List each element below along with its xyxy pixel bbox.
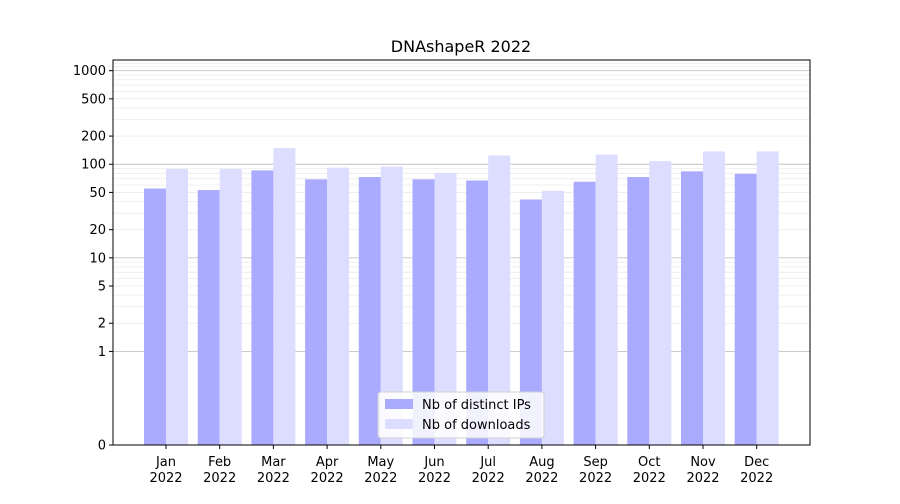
bar-downloads (541, 190, 564, 445)
y-tick-label: 20 (89, 223, 106, 238)
bar-distinct-ips (144, 188, 166, 445)
y-tick-label: 500 (81, 92, 106, 107)
plot-frame (112, 59, 811, 446)
bar-distinct-ips (466, 180, 489, 446)
y-axis: 0 1 2 5 10 20 50 100 200 500 1000 (73, 64, 113, 454)
y-tick-label: 10 (89, 251, 106, 266)
bar-downloads (327, 167, 350, 445)
chart-title: DNAshapeR 2022 (391, 37, 531, 56)
bar-distinct-ips (627, 177, 650, 446)
bar-downloads (273, 148, 296, 445)
y-tick-label: 50 (89, 186, 106, 201)
bars-layer (144, 148, 779, 446)
y-tick-label: 5 (98, 280, 106, 295)
x-tick-label: Dec 2022 (740, 455, 773, 486)
y-tick-label: 100 (81, 158, 106, 173)
x-tick-label: Nov 2022 (686, 455, 719, 486)
y-tick-label: 200 (81, 130, 106, 145)
bar-downloads (649, 161, 672, 445)
x-tick-label: Aug 2022 (525, 455, 558, 486)
x-axis: Jan 2022 Feb 2022 Mar 2022 Apr 2022 May 2022 Jun 20… (149, 445, 773, 486)
legend-swatch (385, 399, 413, 409)
bar-distinct-ips (305, 179, 328, 445)
x-tick-label: Feb 2022 (203, 455, 236, 486)
bar-distinct-ips (358, 177, 381, 446)
x-tick-label: Jun 2022 (418, 455, 451, 486)
x-tick-label: Oct 2022 (633, 455, 666, 486)
bar-downloads (434, 172, 457, 445)
legend-swatch (385, 419, 413, 429)
legend-label: Nb of distinct IPs (422, 398, 531, 413)
x-tick-label: Mar 2022 (257, 455, 290, 486)
x-tick-label: Sep 2022 (579, 455, 612, 486)
y-tick-label: 0 (98, 439, 106, 454)
bar-distinct-ips (573, 181, 596, 446)
legend-box (377, 391, 545, 439)
bar-distinct-ips (519, 199, 542, 445)
bar-downloads (219, 168, 242, 445)
y-tick-label: 1000 (73, 64, 106, 79)
bar-distinct-ips (251, 170, 274, 445)
bar-distinct-ips (681, 171, 703, 445)
bar-downloads (488, 155, 511, 445)
x-tick-label: Jan 2022 (149, 455, 182, 486)
x-tick-label: Apr 2022 (311, 455, 344, 486)
bar-distinct-ips (734, 173, 757, 446)
bar-distinct-ips (197, 190, 220, 445)
bar-distinct-ips (412, 179, 435, 445)
bar-downloads (756, 151, 779, 446)
bar-downloads (595, 154, 618, 445)
x-tick-label: Jul 2022 (472, 455, 505, 486)
bar-downloads (703, 151, 725, 446)
y-tick-label: 1 (98, 345, 106, 360)
legend: Nb of distinct IPs Nb of downloads (377, 391, 545, 439)
legend-label: Nb of downloads (422, 418, 531, 433)
y-tick-label: 2 (98, 317, 106, 332)
bar-downloads (380, 166, 403, 446)
bar-downloads (166, 168, 188, 445)
x-tick-label: May 2022 (364, 455, 397, 486)
